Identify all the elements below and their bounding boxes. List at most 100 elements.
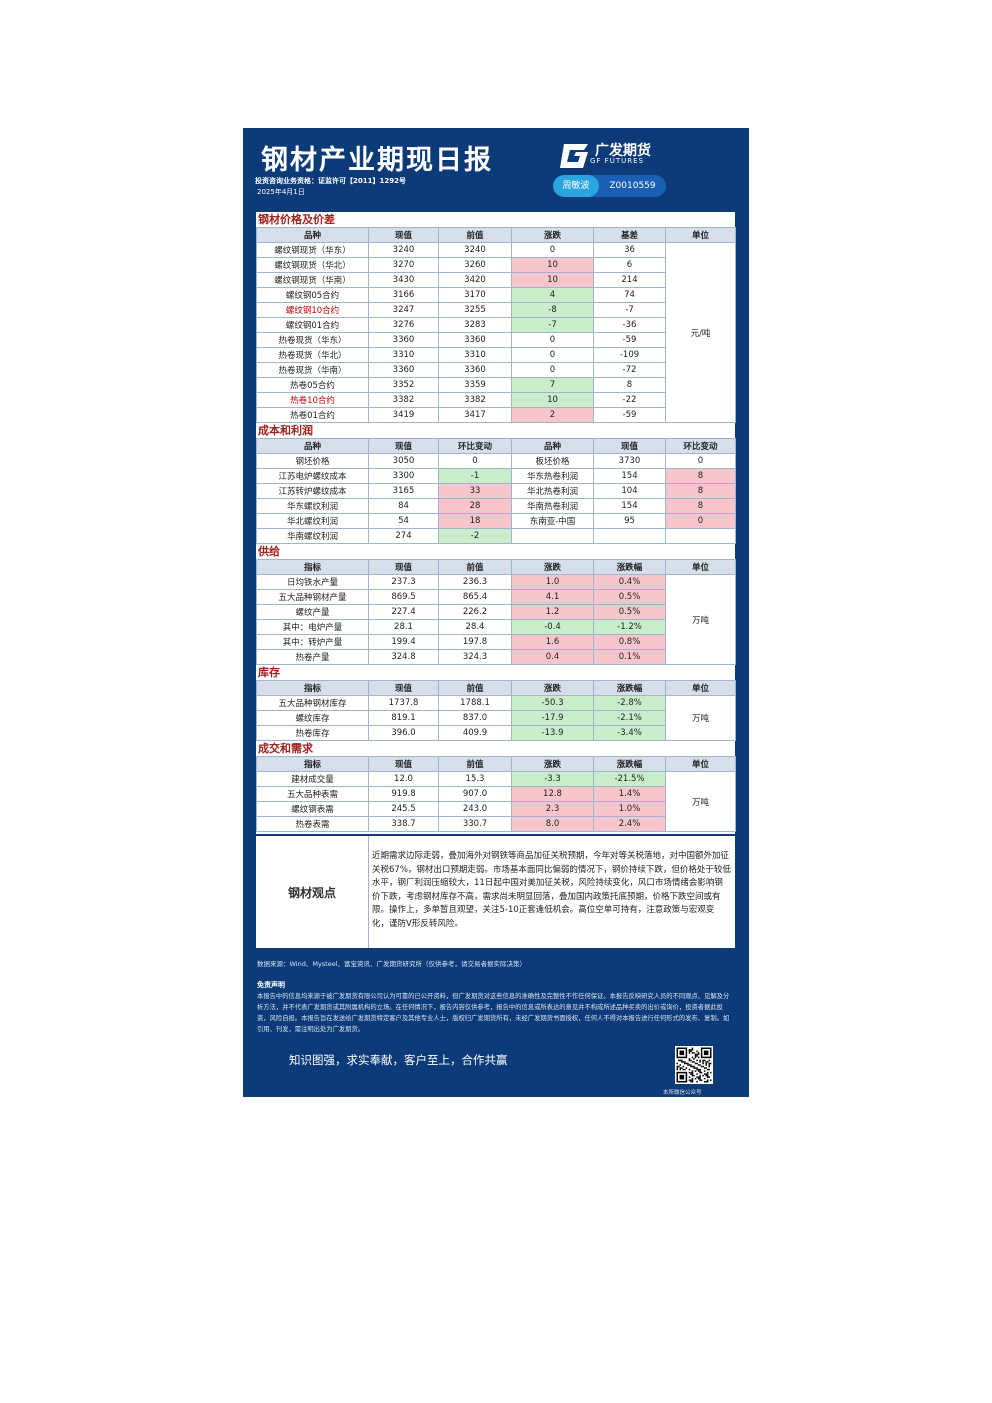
- qr-module: [700, 1071, 703, 1074]
- cell: 36: [593, 242, 666, 258]
- qr-module: [691, 1052, 694, 1054]
- logo-text: 广发期货: [595, 143, 651, 159]
- row-label: 五大品种钢材产量: [256, 589, 369, 605]
- qr-module: [703, 1059, 706, 1062]
- cell: 2: [511, 407, 594, 423]
- row-label: 螺纹钢表需: [256, 801, 369, 817]
- qr-module: [703, 1067, 706, 1069]
- qr-module: [691, 1080, 694, 1083]
- column-header: 单位: [665, 680, 736, 696]
- row-label: 热卷05合约: [256, 377, 369, 393]
- cell: 237.3: [368, 574, 439, 590]
- cell: 3166: [368, 287, 439, 303]
- row-label: 华北螺纹利润: [256, 513, 369, 529]
- row-label: 热卷10合约: [256, 392, 369, 408]
- qr-module: [679, 1068, 682, 1071]
- cell: 0.4: [511, 649, 594, 665]
- section-title: 成本和利润: [258, 424, 313, 437]
- qr-module: [678, 1059, 680, 1062]
- row-label: 热卷现货（华东）: [256, 332, 369, 348]
- qr-module: [684, 1068, 686, 1071]
- column-header: 现值: [368, 227, 439, 243]
- qr-module: [679, 1059, 682, 1062]
- qr-module: [699, 1077, 701, 1080]
- cell: 338.7: [368, 816, 439, 832]
- qr-module: [682, 1061, 685, 1063]
- cell: 245.5: [368, 801, 439, 817]
- qr-module: [696, 1073, 698, 1075]
- cell: 396.0: [368, 725, 439, 741]
- cell: 3283: [438, 317, 512, 333]
- qr-module: [691, 1079, 694, 1081]
- qr-module: [699, 1071, 701, 1074]
- slogan: 知识图强，求实奉献，客户至上，合作共赢: [289, 1053, 508, 1067]
- qr-module: [676, 1065, 679, 1068]
- qr-module: [690, 1071, 692, 1074]
- cell: 3276: [368, 317, 439, 333]
- qr-module: [708, 1064, 710, 1066]
- qr-module: [688, 1049, 691, 1051]
- cell: 33: [438, 483, 512, 499]
- cell: -2.1%: [593, 710, 666, 726]
- qr-module: [691, 1077, 694, 1080]
- column-header: 品种: [256, 227, 369, 243]
- cell: -59: [593, 332, 666, 348]
- qr-code: [675, 1046, 713, 1084]
- qr-module: [685, 1067, 688, 1069]
- qr-module: [702, 1062, 704, 1065]
- qr-module: [688, 1076, 691, 1078]
- column-header: 品种: [511, 438, 594, 454]
- cell: 1.0%: [593, 801, 666, 817]
- cell: 274: [368, 528, 439, 544]
- table-row: 华南螺纹利润 274 -2: [256, 528, 736, 544]
- qr-module: [700, 1079, 703, 1081]
- section-table: 指标 现值 前值 涨跌 涨跌幅 单位 日均铁水产量 237.3 236.3 1.0 0.4% 万吨 五大…: [256, 559, 736, 665]
- qr-module: [696, 1080, 698, 1083]
- qr-module: [679, 1074, 685, 1080]
- qr-module: [690, 1050, 692, 1053]
- section-title: 库存: [258, 666, 280, 679]
- qr-module: [688, 1059, 691, 1062]
- section-table: 品种 现值 环比变动 品种 现值 环比变动 钢坯价格 3050 0 板坯价格 3730 0 江苏电炉螺纹…: [256, 438, 736, 544]
- qr-module: [702, 1059, 704, 1062]
- header-row: 指标 现值 前值 涨跌 涨跌幅 单位: [256, 680, 736, 696]
- report-date: 2025年4月1日: [257, 188, 305, 196]
- logo-icon: [560, 144, 588, 168]
- report-title: 钢材产业期现日报: [261, 145, 493, 176]
- table-row: 热卷表需 338.7 330.7 8.0 2.4%: [256, 816, 736, 832]
- cell: 3240: [368, 242, 439, 258]
- row-label: 华南螺纹利润: [256, 528, 369, 544]
- cell: 4: [511, 287, 594, 303]
- cell: 4.1: [511, 589, 594, 605]
- qr-module: [679, 1050, 685, 1056]
- cell: 8: [665, 468, 736, 484]
- table-row: 江苏转炉螺纹成本 3165 33 华北热卷利润 104 8: [256, 483, 736, 499]
- cell: 330.7: [438, 816, 512, 832]
- license: Z0010559: [609, 181, 656, 191]
- unit: 万吨: [665, 574, 736, 665]
- table-row: 五大品种钢材库存 1737.8 1788.1 -50.3 -2.8% 万吨: [256, 695, 736, 741]
- qr-module: [690, 1059, 692, 1062]
- cell: -8: [511, 302, 594, 318]
- qr-module: [708, 1076, 710, 1078]
- table-row: 热卷现货（华北） 3310 3310 0 -109: [256, 347, 736, 363]
- cell: 28.4: [438, 619, 512, 635]
- cell: 3255: [438, 302, 512, 318]
- row-label: 螺纹钢现货（华北）: [256, 257, 369, 273]
- cell: -0.4: [511, 619, 594, 635]
- qr-module: [696, 1059, 698, 1062]
- qr-module: [696, 1050, 698, 1053]
- column-header: 涨跌: [511, 756, 594, 772]
- cell: -36: [593, 317, 666, 333]
- qr-module: [699, 1079, 701, 1081]
- column-header: 前值: [438, 227, 512, 243]
- cell: 0: [511, 242, 594, 258]
- cell: -17.9: [511, 710, 594, 726]
- cell: 226.2: [438, 604, 512, 620]
- table-body: 建材成交量 12.0 15.3 -3.3 -21.5% 万吨 五大品种表需 919.8 907.…: [256, 771, 736, 832]
- qr-module: [691, 1056, 694, 1059]
- qr-module: [699, 1068, 701, 1071]
- cell: 8.0: [511, 816, 594, 832]
- qr-module: [705, 1074, 707, 1077]
- qr-module: [705, 1073, 707, 1075]
